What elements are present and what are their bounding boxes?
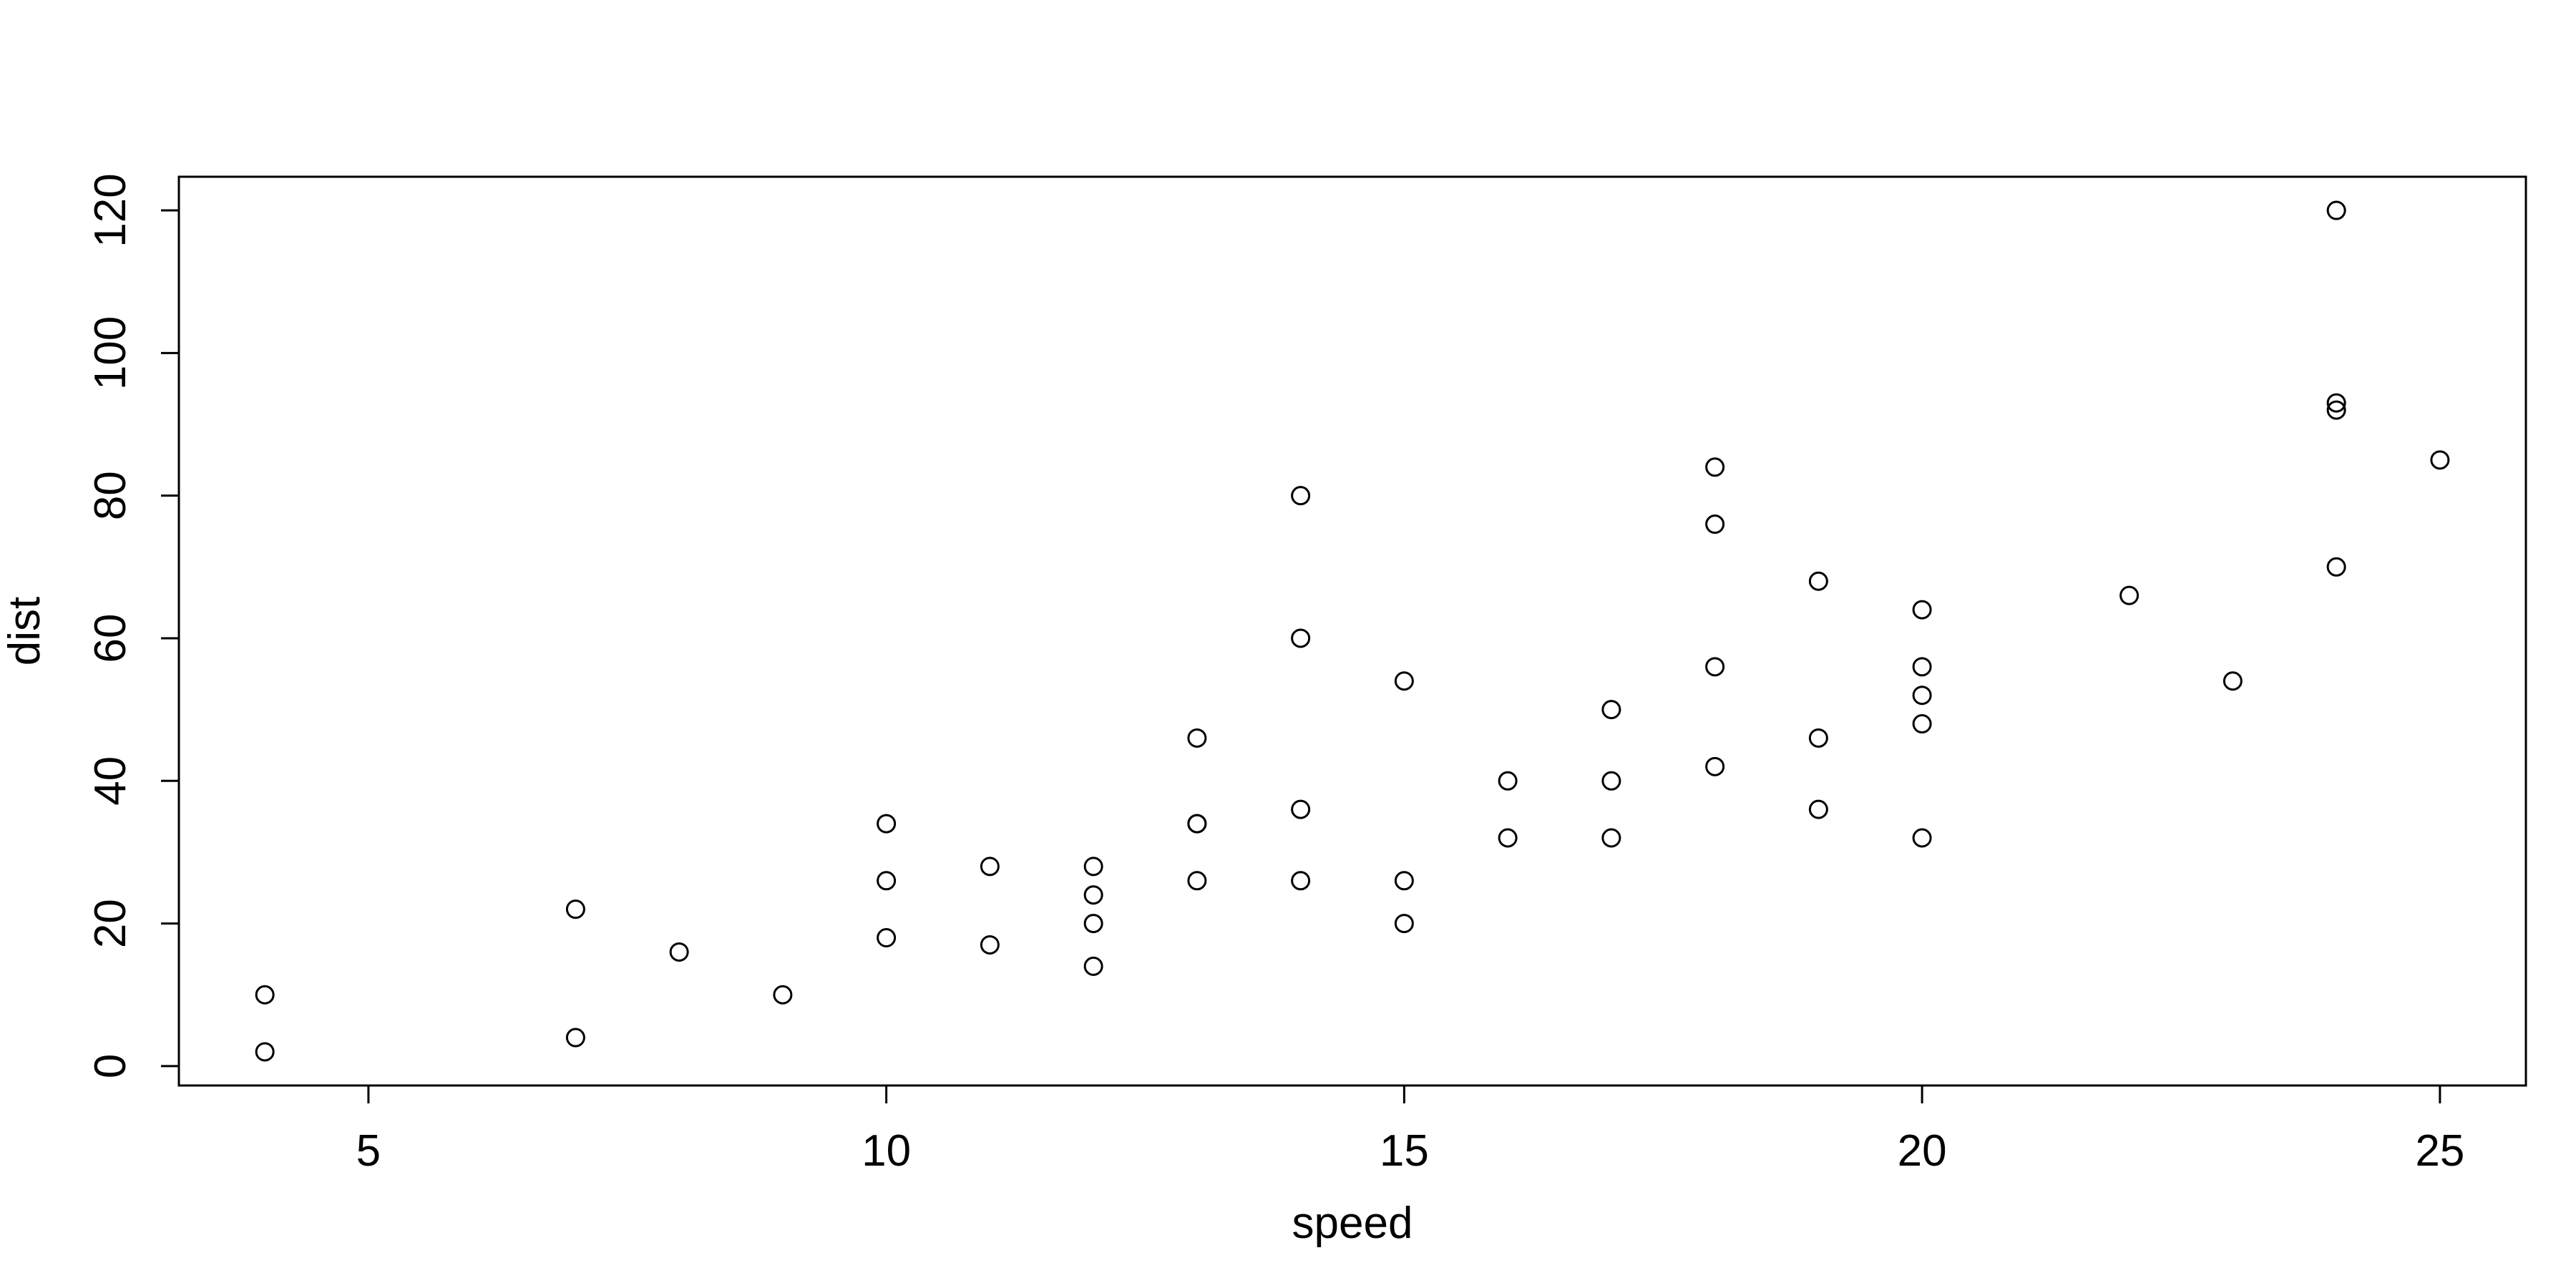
data-point xyxy=(1705,657,1725,677)
data-point xyxy=(2223,671,2243,691)
data-point xyxy=(1394,871,1414,891)
data-point xyxy=(2326,200,2346,220)
data-point xyxy=(1394,671,1414,691)
data-points xyxy=(255,200,2450,1062)
x-axis-label: speed xyxy=(1292,1199,1413,1248)
data-point xyxy=(1498,828,1518,848)
data-point xyxy=(980,935,1000,955)
data-point xyxy=(1808,728,1828,748)
data-point xyxy=(1394,914,1414,934)
data-point xyxy=(2430,450,2450,470)
x-tick-label: 25 xyxy=(2415,1126,2464,1176)
data-point xyxy=(1187,728,1207,748)
data-point xyxy=(1291,871,1311,891)
data-point xyxy=(1705,514,1725,535)
data-point xyxy=(980,857,1000,877)
data-point xyxy=(1187,814,1207,834)
y-tick-label: 120 xyxy=(86,173,135,247)
data-point xyxy=(2326,393,2346,413)
data-point xyxy=(1912,828,1932,848)
data-point xyxy=(255,1042,275,1062)
data-point xyxy=(2326,400,2346,420)
y-tick-label: 100 xyxy=(86,316,135,390)
data-point xyxy=(1083,885,1103,905)
data-point xyxy=(1083,914,1103,934)
x-tick-label: 20 xyxy=(1898,1126,1947,1176)
data-point xyxy=(669,942,689,962)
plot-frame xyxy=(177,175,2527,1087)
data-point xyxy=(1808,571,1828,591)
data-point xyxy=(1912,600,1932,620)
data-point xyxy=(1705,457,1725,477)
data-point xyxy=(1808,799,1828,819)
x-tick-label: 15 xyxy=(1380,1126,1429,1176)
data-point xyxy=(877,871,897,891)
data-point xyxy=(1601,828,1621,848)
data-point xyxy=(1291,486,1311,506)
data-point xyxy=(1083,857,1103,877)
y-tick-label: 40 xyxy=(86,756,135,806)
y-tick-label: 80 xyxy=(86,471,135,520)
x-tick-label: 5 xyxy=(356,1126,381,1176)
y-axis-label: dist xyxy=(0,597,49,665)
x-tick-label: 10 xyxy=(862,1126,911,1176)
y-axis: 0 20 40 60 80 100 120 xyxy=(86,173,179,1078)
data-point xyxy=(1291,628,1311,648)
data-point xyxy=(1291,799,1311,819)
data-point xyxy=(565,899,585,919)
data-point xyxy=(565,1028,585,1048)
data-point xyxy=(1187,871,1207,891)
data-point xyxy=(877,814,897,834)
data-point xyxy=(2119,585,2140,605)
data-point xyxy=(1705,756,1725,776)
data-point xyxy=(1912,686,1932,706)
data-point xyxy=(1498,771,1518,791)
y-tick-label: 0 xyxy=(86,1054,135,1078)
data-point xyxy=(1912,714,1932,734)
data-point xyxy=(1912,657,1932,677)
x-axis: 5 10 15 20 25 xyxy=(356,1085,2464,1176)
y-tick-label: 20 xyxy=(86,899,135,948)
data-point xyxy=(877,928,897,948)
data-point xyxy=(1601,771,1621,791)
data-point xyxy=(1601,700,1621,720)
data-point xyxy=(1083,956,1103,976)
data-point xyxy=(773,985,793,1005)
data-point xyxy=(2326,557,2346,577)
data-point xyxy=(255,985,275,1005)
y-tick-label: 60 xyxy=(86,613,135,663)
